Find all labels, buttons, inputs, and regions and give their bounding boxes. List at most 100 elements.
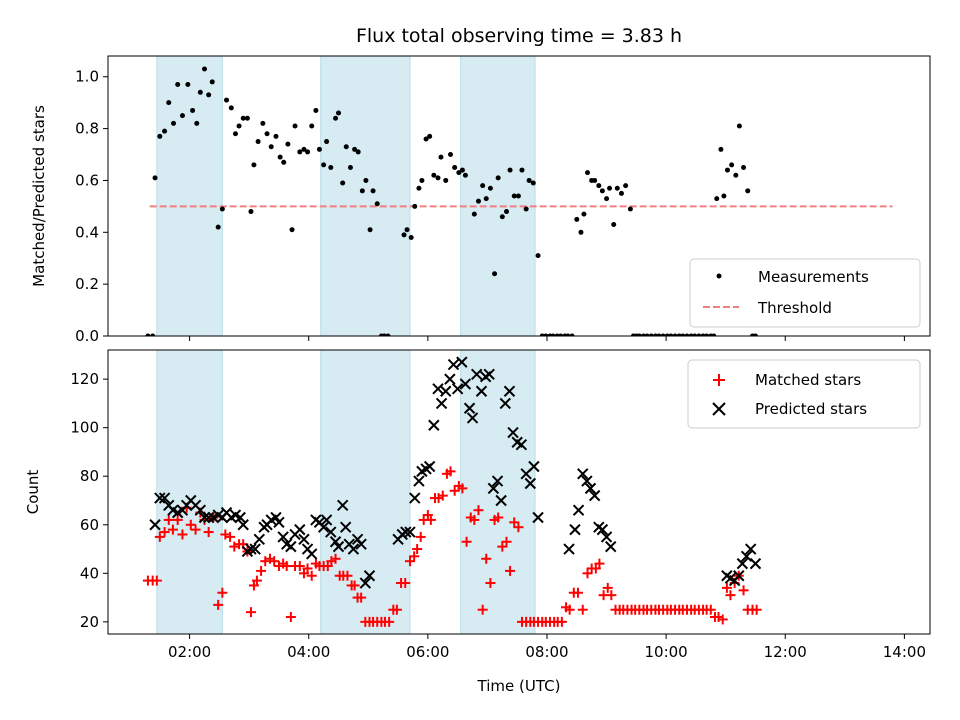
measurement-point bbox=[232, 131, 238, 137]
chart-title: Flux total observing time = 3.83 h bbox=[356, 25, 682, 47]
measurement-point bbox=[301, 146, 307, 152]
measurement-point bbox=[515, 193, 521, 199]
measurement-point bbox=[336, 110, 342, 116]
predicted-star-point bbox=[495, 494, 507, 507]
measurement-point bbox=[150, 333, 156, 336]
measurement-point bbox=[741, 164, 747, 170]
matched-star-point bbox=[602, 582, 613, 593]
predicted-star-point bbox=[359, 577, 372, 589]
legend-measurements-marker bbox=[716, 273, 722, 279]
measurement-point bbox=[656, 333, 662, 336]
measurement-point bbox=[592, 177, 598, 183]
predicted-star-point bbox=[444, 373, 456, 385]
measurement-point bbox=[201, 66, 207, 72]
predicted-star-point bbox=[298, 533, 310, 546]
predicted-star-point bbox=[249, 543, 261, 555]
matched-star-point bbox=[190, 524, 201, 535]
measurement-point bbox=[209, 79, 215, 85]
measurement-point bbox=[680, 333, 686, 336]
top-observing-window-2 bbox=[460, 56, 536, 336]
measurement-point bbox=[627, 206, 633, 212]
legend-predicted-label: Predicted stars bbox=[755, 400, 867, 418]
top-ytick-label: 0.6 bbox=[75, 171, 99, 189]
measurement-point bbox=[285, 141, 291, 147]
measurement-point bbox=[745, 188, 751, 194]
measurement-point bbox=[145, 333, 151, 336]
matched-star-point bbox=[751, 604, 762, 615]
predicted-star-point bbox=[400, 526, 412, 538]
measurement-point bbox=[660, 333, 666, 336]
legend-predicted-marker bbox=[712, 402, 726, 416]
measurement-point bbox=[367, 227, 373, 233]
top-legend: Measurements Threshold bbox=[689, 258, 921, 328]
matched-star-point bbox=[477, 604, 488, 615]
matched-star-point bbox=[469, 514, 480, 525]
matched-star-point bbox=[738, 585, 749, 596]
matched-star-point bbox=[473, 505, 484, 516]
top-y-axis-label: Matched/Predicted stars bbox=[30, 105, 48, 287]
measurement-point bbox=[175, 82, 181, 88]
measurement-point bbox=[480, 183, 486, 189]
measurement-point bbox=[623, 183, 629, 189]
predicted-star-point bbox=[404, 526, 416, 538]
bottom-axes-frame bbox=[107, 349, 931, 635]
predicted-star-point bbox=[158, 492, 171, 504]
matched-star-point bbox=[437, 490, 448, 501]
measurement-point bbox=[352, 146, 358, 152]
predicted-star-point bbox=[447, 358, 460, 371]
matched-star-point bbox=[721, 582, 732, 593]
measurement-point bbox=[543, 333, 549, 336]
matched-star-point bbox=[461, 536, 472, 547]
measurement-point bbox=[309, 123, 315, 129]
predicted-star-point bbox=[459, 378, 472, 390]
legend-measurements-label: Measurements bbox=[758, 268, 869, 286]
x-axis-label: Time (UTC) bbox=[477, 677, 561, 695]
predicted-star-point bbox=[237, 519, 249, 531]
measurement-point bbox=[459, 167, 465, 173]
matched-star-point bbox=[177, 529, 188, 540]
matched-star-point bbox=[159, 527, 170, 538]
predicted-star-point bbox=[347, 543, 360, 555]
predicted-star-point bbox=[499, 397, 512, 410]
measurement-point bbox=[215, 224, 221, 230]
predicted-star-point bbox=[154, 492, 166, 504]
matched-star-point bbox=[457, 483, 468, 494]
measurement-point bbox=[668, 333, 674, 336]
measurement-point bbox=[359, 188, 365, 194]
measurement-point bbox=[416, 185, 422, 191]
matched-star-point bbox=[606, 590, 617, 601]
predicted-star-point bbox=[332, 540, 345, 553]
measurement-point bbox=[321, 162, 327, 168]
matched-star-point bbox=[163, 514, 174, 525]
predicted-star-point bbox=[432, 383, 444, 395]
matched-star-point bbox=[412, 544, 423, 555]
bot-ytick-label: 40 bbox=[80, 564, 99, 582]
measurement-point bbox=[574, 216, 580, 222]
predicted-star-point bbox=[563, 543, 575, 555]
bot-ytick-label: 60 bbox=[80, 516, 99, 534]
predicted-star-point bbox=[515, 438, 528, 451]
measurement-point bbox=[347, 164, 353, 170]
measurement-point bbox=[197, 89, 203, 95]
measurement-point bbox=[313, 107, 319, 113]
matched-star-point bbox=[185, 519, 196, 530]
bottom-panel: 20 40 60 80 100 120 02:00 04:00 06:00 08:00 10:00… bbox=[24, 349, 931, 695]
measurement-point bbox=[644, 333, 650, 336]
matched-star-point bbox=[705, 604, 716, 615]
top-panel: 0.0 0.2 0.4 0.6 0.8 1.0 Matched/Predicted sta… bbox=[30, 55, 931, 345]
measurement-point bbox=[224, 97, 230, 103]
matched-star-point bbox=[349, 580, 360, 591]
legend-matched-marker bbox=[713, 374, 725, 386]
measurement-point bbox=[206, 92, 212, 98]
predicted-star-point bbox=[572, 504, 585, 516]
predicted-star-point bbox=[409, 492, 421, 504]
matched-star-point bbox=[415, 531, 426, 542]
measurement-point bbox=[268, 144, 274, 150]
matched-star-point bbox=[564, 604, 575, 615]
measurement-point bbox=[558, 333, 564, 336]
predicted-star-point bbox=[325, 526, 337, 538]
predicted-star-point bbox=[277, 531, 289, 543]
predicted-star-point bbox=[745, 543, 757, 555]
predicted-star-point bbox=[198, 511, 211, 524]
measurement-point bbox=[244, 115, 250, 121]
